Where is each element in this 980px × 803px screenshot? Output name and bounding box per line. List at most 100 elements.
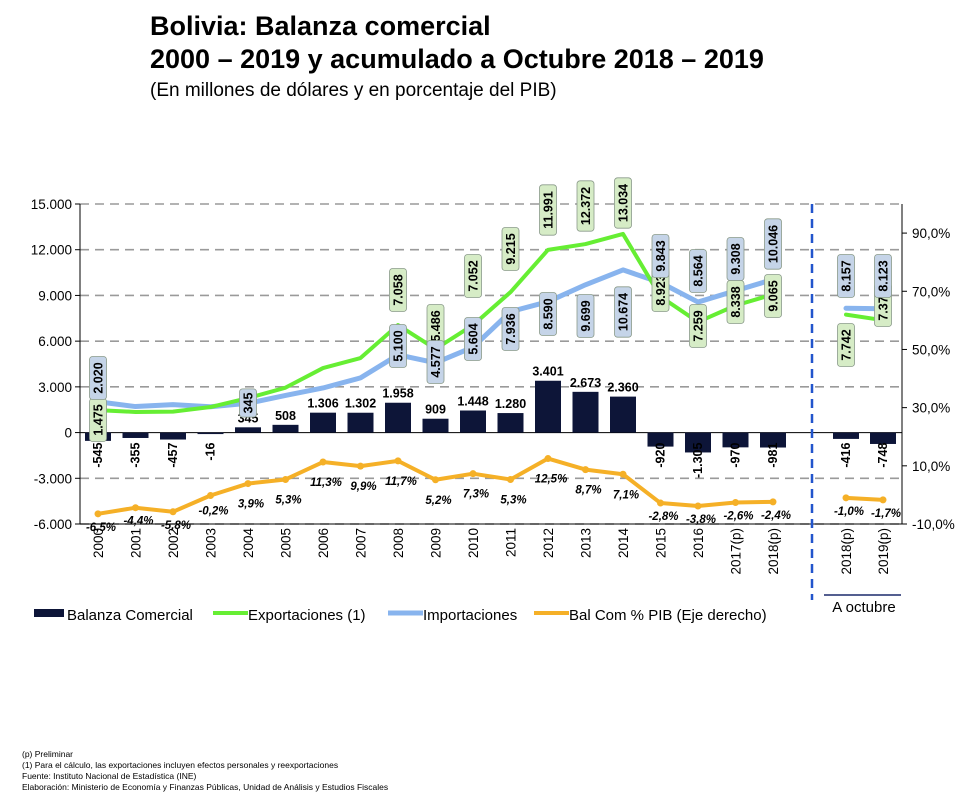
- bar-label: -748: [876, 443, 890, 468]
- importaciones-label-box: [89, 356, 107, 400]
- y-tick-label: 15.000: [31, 197, 72, 212]
- importaciones-label-box: [576, 294, 595, 338]
- x-tick-label: 2008: [391, 528, 406, 558]
- pib-point: [319, 458, 327, 466]
- exportaciones-label-text: 13.034: [617, 184, 631, 222]
- exportaciones-label-box: [614, 177, 632, 229]
- footnote-elaboration: Elaboración: Ministerio de Economía y Fi…: [22, 782, 389, 792]
- bar-label: -1.305: [691, 443, 705, 478]
- chart-units: (En millones de dólares y en porcentaje …: [150, 80, 557, 101]
- pib-label: 5,2%: [425, 495, 451, 507]
- y-tick-label: 12.000: [31, 243, 72, 258]
- pib-label: 12,5%: [535, 474, 568, 486]
- bar-label: -920: [654, 443, 668, 468]
- exportaciones-label: 7.052: [464, 254, 482, 298]
- importaciones-label-text: 10.674: [617, 293, 631, 331]
- exportaciones-label-text: 12.372: [579, 187, 593, 225]
- pib-label: 5,3%: [500, 494, 526, 506]
- exportaciones-label: 7.259: [689, 304, 707, 348]
- exportaciones-label-box: [501, 227, 520, 271]
- importaciones-label-box: [726, 237, 745, 281]
- x-tick-label: 2017(p): [729, 528, 744, 575]
- importaciones-label-box: [539, 292, 557, 336]
- bar-balanza-comercial: [460, 410, 486, 433]
- chart-title: Bolivia: Balanza comercial: [150, 11, 491, 41]
- y2-tick-label: 70,0%: [912, 284, 950, 299]
- bar-label: -457: [166, 443, 180, 468]
- pib-label: 3,9%: [238, 499, 264, 511]
- exportaciones-label-text: 8.923: [654, 274, 668, 305]
- legend-swatch-balanza: [34, 609, 64, 617]
- x-tick-label: 2007: [354, 528, 369, 558]
- bar-label: -16: [204, 443, 218, 461]
- bar-balanza-comercial: [833, 432, 859, 439]
- bar-label: -355: [129, 443, 143, 468]
- bar-balanza-comercial: [870, 432, 896, 444]
- exportaciones-label-box: [764, 274, 782, 318]
- importaciones-label-box: [689, 249, 707, 293]
- bar-label: -416: [839, 443, 853, 468]
- pib-label: 9,9%: [350, 481, 376, 493]
- bar-balanza-comercial: [760, 432, 786, 448]
- importaciones-label: 9.843: [651, 234, 670, 278]
- x-tick-label: 2014: [616, 528, 631, 559]
- importaciones-label: 8.123: [874, 254, 892, 298]
- exportaciones-label: 11.991: [539, 184, 557, 236]
- exportaciones-label: 12.372: [576, 180, 595, 232]
- pib-label: 7,1%: [613, 489, 639, 501]
- x-tick-label: 2019(p): [876, 528, 891, 575]
- bar-balanza-comercial: [535, 380, 561, 433]
- pib-point: [132, 504, 139, 512]
- pib-point: [282, 475, 289, 483]
- legend-label-exportaciones: Exportaciones (1): [248, 607, 366, 624]
- importaciones-label-text: 9.843: [654, 240, 668, 271]
- bar-balanza-comercial: [310, 412, 336, 433]
- importaciones-label-text: 4.577: [429, 346, 443, 377]
- importaciones-label-text: 9.308: [729, 243, 743, 274]
- title-block: Bolivia: Balanza comercial 2000 – 2019 y…: [150, 10, 764, 104]
- importaciones-label-box: [464, 317, 482, 361]
- importaciones-label: 10.046: [764, 218, 782, 270]
- y-tick-label: 0: [64, 426, 72, 441]
- pib-label: 11,3%: [310, 477, 342, 489]
- exportaciones-label-text: 11.991: [542, 191, 556, 229]
- bar-label: -970: [729, 443, 743, 468]
- bar-balanza-comercial: [685, 432, 711, 453]
- importaciones-label: 4.577: [426, 340, 445, 384]
- exportaciones-label: 8.923: [651, 268, 670, 312]
- exportaciones-label: 5.486: [426, 304, 445, 348]
- bar-balanza-comercial: [197, 432, 224, 435]
- x-tick-label: 2003: [204, 528, 219, 558]
- x-tick-label: 2006: [316, 528, 331, 558]
- importaciones-label-box: [389, 324, 407, 368]
- pib-point: [469, 470, 477, 478]
- footnote-source: Fuente: Instituto Nacional de Estadístic…: [22, 771, 197, 781]
- x-tick-label: 2004: [241, 528, 256, 559]
- importaciones-label: 345: [239, 388, 257, 418]
- exportaciones-label-text: 7.052: [467, 260, 481, 291]
- bar-label: -981: [766, 443, 780, 468]
- footnote-preliminar: (p) Preliminar: [22, 749, 74, 759]
- pib-point: [582, 466, 589, 474]
- pib-label: -1,7%: [871, 508, 901, 520]
- exportaciones-label: 9.215: [501, 227, 520, 271]
- bar-balanza-comercial: [235, 427, 261, 433]
- importaciones-label: 9.699: [576, 294, 595, 338]
- pib-point: [432, 476, 439, 484]
- pib-point: [169, 508, 177, 516]
- exportaciones-label: 8.338: [726, 280, 745, 324]
- exportaciones-label-text: 8.338: [729, 286, 743, 317]
- pib-label: 11,7%: [385, 476, 417, 488]
- bar-balanza-comercial: [122, 432, 149, 438]
- importaciones-label-box: [239, 388, 257, 418]
- importaciones-label-box: [501, 307, 520, 351]
- importaciones-label-box: [426, 340, 445, 384]
- bar-balanza-comercial: [497, 413, 524, 433]
- importaciones-label-text: 9.699: [579, 300, 593, 331]
- x-tick-label: 2018(p): [766, 528, 781, 575]
- y-tick-label: 9.000: [38, 288, 72, 303]
- exportaciones-label: 1.475: [89, 398, 107, 442]
- pib-label: -2,4%: [761, 510, 791, 522]
- bar-label: 1.302: [345, 397, 376, 411]
- importaciones-label: 9.308: [726, 237, 745, 281]
